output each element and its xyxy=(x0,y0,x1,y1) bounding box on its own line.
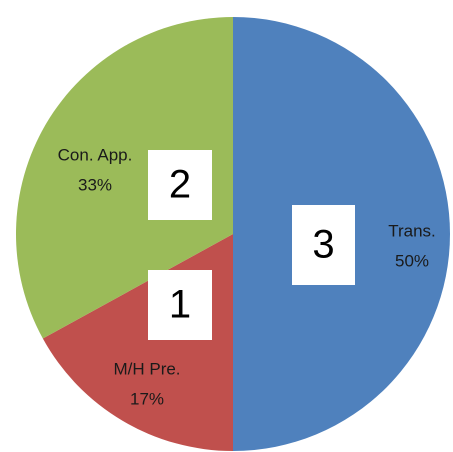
slice-value-label: 33% xyxy=(78,175,112,194)
count-box xyxy=(148,150,212,220)
count-box xyxy=(292,205,355,285)
count-label: 2 xyxy=(169,163,191,207)
count-label: 3 xyxy=(312,223,334,267)
count-box xyxy=(148,270,212,340)
pie-slice xyxy=(15,17,234,339)
slice-label: M/H Pre. xyxy=(113,359,180,378)
slice-label: Con. App. xyxy=(58,145,133,164)
slice-label: Trans. xyxy=(388,221,436,240)
slice-value-label: 50% xyxy=(395,251,429,270)
count-label: 1 xyxy=(169,283,191,327)
slice-value-label: 17% xyxy=(130,389,164,408)
